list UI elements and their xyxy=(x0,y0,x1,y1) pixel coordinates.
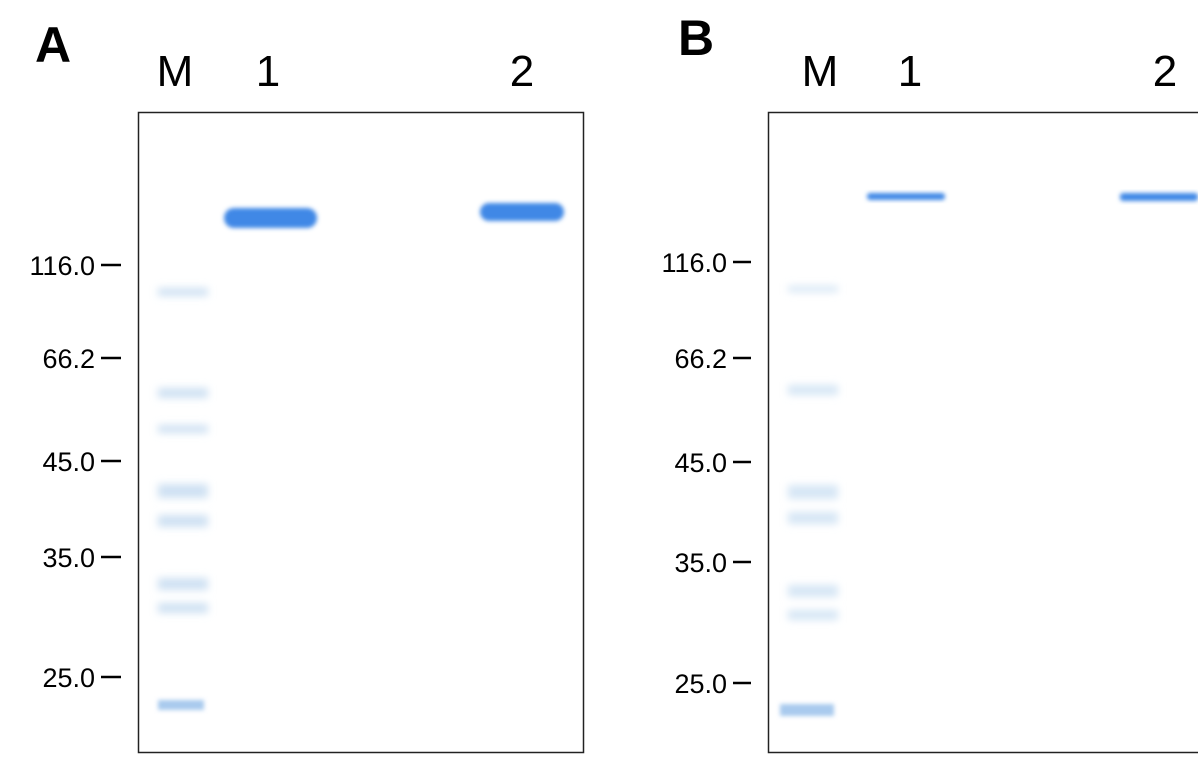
panel-b: B M 1 2 116.0 66.2 45.0 35.0 25.0 xyxy=(661,10,1198,753)
marker-label: 25.0 xyxy=(674,669,727,699)
marker-band xyxy=(780,704,834,716)
lane-label: M xyxy=(802,47,839,96)
marker-label: 66.2 xyxy=(42,344,95,374)
marker-label: 116.0 xyxy=(661,248,727,278)
marker-label: 25.0 xyxy=(42,663,95,693)
lane-label: 1 xyxy=(898,47,922,96)
page: A M 1 2 116.0 66.2 45.0 35.0 25.0 xyxy=(0,0,1198,757)
marker-ticks xyxy=(733,262,751,683)
protein-band xyxy=(867,193,945,200)
marker-label: 35.0 xyxy=(674,548,727,578)
protein-band xyxy=(480,203,564,221)
panel-a: A M 1 2 116.0 66.2 45.0 35.0 25.0 xyxy=(29,17,583,753)
lane-label: 1 xyxy=(256,47,280,96)
panel-label: A xyxy=(35,17,71,73)
protein-band xyxy=(224,208,317,228)
lane-label: 2 xyxy=(1153,47,1177,96)
marker-band xyxy=(158,700,204,710)
marker-label: 66.2 xyxy=(674,344,727,374)
marker-label: 116.0 xyxy=(29,251,95,281)
marker-label: 35.0 xyxy=(42,543,95,573)
lane-label: 2 xyxy=(510,47,534,96)
marker-ticks xyxy=(101,265,121,677)
protein-band xyxy=(1120,193,1198,201)
gel xyxy=(769,113,1198,753)
figure: A M 1 2 116.0 66.2 45.0 35.0 25.0 xyxy=(0,0,1198,757)
marker-label: 45.0 xyxy=(674,448,727,478)
marker-label: 45.0 xyxy=(42,447,95,477)
lane-label: M xyxy=(157,47,194,96)
panel-label: B xyxy=(678,10,714,66)
